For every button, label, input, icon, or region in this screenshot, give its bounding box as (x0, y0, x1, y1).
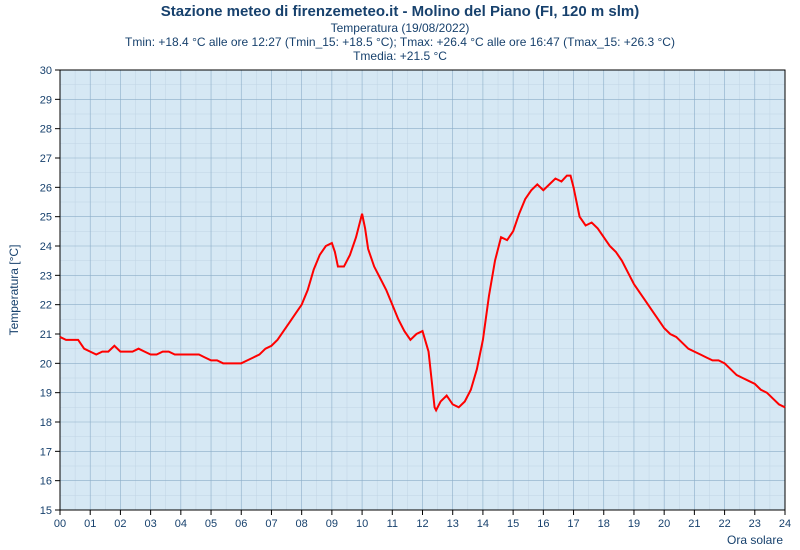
x-tick-label: 19 (628, 518, 640, 530)
x-tick-label: 13 (447, 518, 459, 530)
x-tick-label: 03 (145, 518, 157, 530)
y-tick-label: 26 (40, 182, 52, 194)
y-tick-label: 24 (40, 241, 52, 253)
x-tick-label: 14 (477, 518, 489, 530)
x-tick-label: 15 (507, 518, 519, 530)
y-tick-label: 29 (40, 94, 52, 106)
chart-subtitle-1: Temperatura (19/08/2022) (331, 21, 470, 35)
y-tick-label: 20 (40, 358, 52, 370)
x-tick-label: 21 (688, 518, 700, 530)
y-tick-label: 17 (40, 446, 52, 458)
y-tick-label: 27 (40, 153, 52, 165)
y-tick-label: 21 (40, 329, 52, 341)
x-axis-label: Ora solare (727, 533, 783, 547)
x-tick-label: 23 (749, 518, 761, 530)
x-tick-label: 18 (598, 518, 610, 530)
y-tick-label: 30 (40, 65, 52, 77)
y-tick-label: 23 (40, 270, 52, 282)
y-tick-label: 22 (40, 300, 52, 312)
chart-subtitle-2: Tmin: +18.4 °C alle ore 12:27 (Tmin_15: … (125, 35, 675, 49)
y-tick-label: 25 (40, 212, 52, 224)
x-tick-label: 11 (387, 518, 398, 530)
y-tick-label: 19 (40, 388, 52, 400)
x-tick-label: 20 (658, 518, 670, 530)
x-tick-label: 12 (416, 518, 428, 530)
x-tick-label: 01 (84, 518, 96, 530)
x-tick-label: 00 (54, 518, 66, 530)
x-tick-label: 24 (779, 518, 791, 530)
x-tick-label: 08 (296, 518, 308, 530)
x-tick-label: 22 (718, 518, 730, 530)
x-tick-label: 09 (326, 518, 338, 530)
x-tick-label: 05 (205, 518, 217, 530)
x-tick-label: 04 (175, 518, 187, 530)
chart-subtitle-3: Tmedia: +21.5 °C (353, 49, 447, 63)
x-tick-label: 02 (114, 518, 126, 530)
x-tick-label: 07 (265, 518, 277, 530)
x-tick-label: 16 (537, 518, 549, 530)
temperature-chart: 00 01 02 03 04 05 06 07 08 09 10 11 12 13 14 15 16 17 18 19… (0, 0, 800, 550)
x-tick-label: 06 (235, 518, 247, 530)
y-tick-label: 16 (40, 476, 52, 488)
chart-svg: 00 01 02 03 04 05 06 07 08 09 10 11 12 13 14 15 16 17 18 19… (0, 0, 800, 550)
x-tick-label: 10 (356, 518, 368, 530)
chart-title: Stazione meteo di firenzemeteo.it - Moli… (161, 3, 639, 20)
y-tick-label: 28 (40, 124, 52, 136)
x-tick-label: 17 (567, 518, 579, 530)
y-axis-label: Temperatura [°C] (7, 245, 21, 336)
y-tick-label: 15 (40, 505, 52, 517)
y-tick-label: 18 (40, 417, 52, 429)
